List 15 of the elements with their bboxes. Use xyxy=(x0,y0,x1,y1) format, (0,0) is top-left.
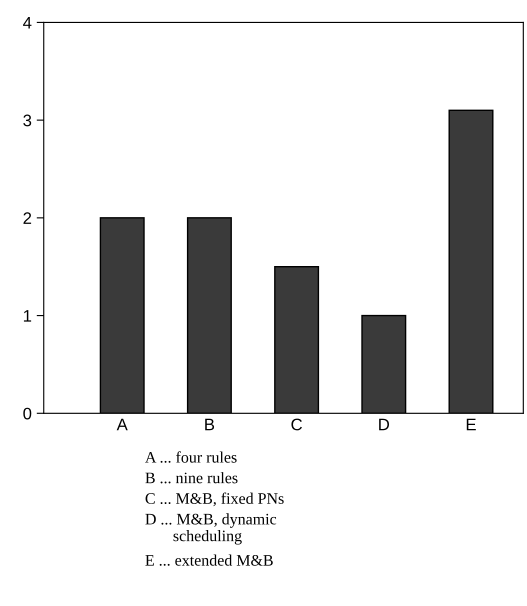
x-tick-label: C xyxy=(291,418,302,430)
x-tick-label: E xyxy=(466,418,476,430)
text: C ... M&B, fixed PNs xyxy=(146,492,284,506)
y-tick-label: 1 xyxy=(24,310,32,322)
x-tick-label: D xyxy=(379,418,390,430)
text: A ... four rules xyxy=(145,451,237,463)
text: B ... nine rules xyxy=(145,472,238,484)
y-tick-label: 2 xyxy=(24,212,32,224)
y-tick-label: 4 xyxy=(23,16,32,28)
text: D ... M&B, dynamic scheduling xyxy=(145,513,276,545)
x-tick-label: A xyxy=(116,418,128,430)
y-tick-label: 3 xyxy=(23,114,32,126)
text: E ... extended M&B xyxy=(145,554,273,566)
y-tick-label: 0 xyxy=(23,408,32,420)
x-tick-label: B xyxy=(205,418,214,430)
